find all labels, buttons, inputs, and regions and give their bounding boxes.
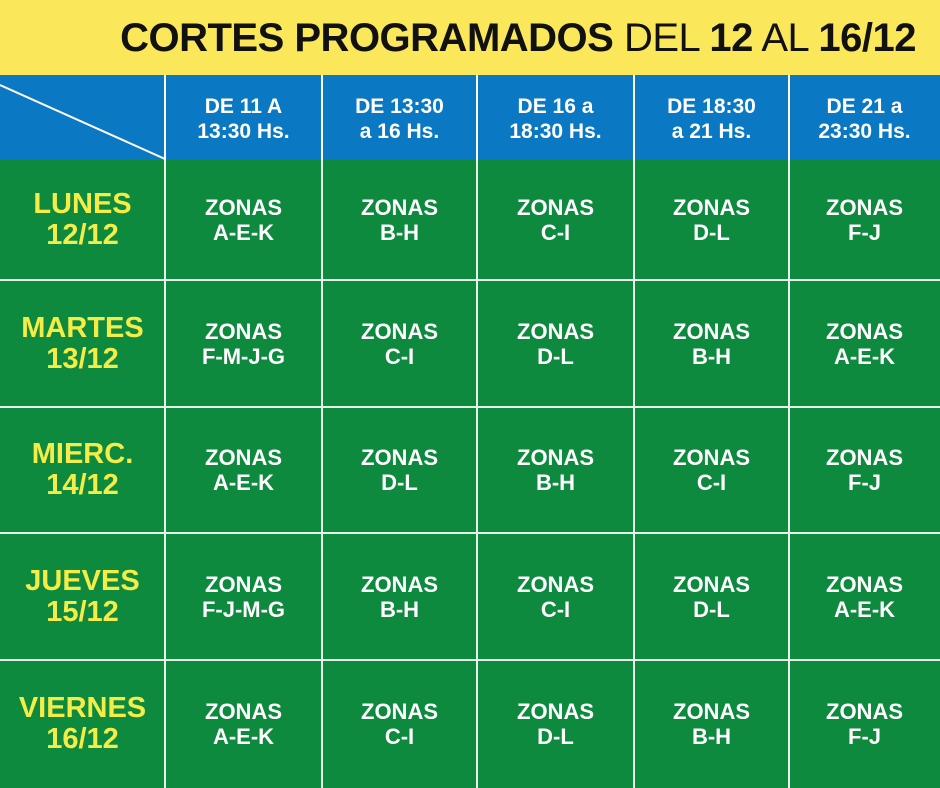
column-divider	[788, 160, 790, 788]
time-slot-header-5: DE 21 a 23:30 Hs.	[818, 94, 911, 143]
corner-diagonal	[0, 84, 165, 160]
zone-cell: ZONAS C-I	[517, 571, 594, 622]
column-divider	[321, 160, 323, 788]
zone-cell: ZONAS B-H	[673, 699, 750, 749]
zone-cell: ZONAS C-I	[517, 195, 594, 245]
title-programados: PROGRAMADOS	[294, 16, 614, 60]
header-divider	[164, 75, 166, 160]
zone-cell: ZONAS F-J	[826, 699, 903, 749]
zone-cell: ZONAS D-L	[517, 699, 594, 749]
day-label: VIERNES 16/12	[18, 692, 147, 755]
column-divider	[164, 160, 166, 788]
header-divider	[476, 75, 478, 160]
zone-cell: ZONAS D-L	[673, 195, 750, 245]
row-divider	[0, 659, 940, 661]
zone-cell: ZONAS A-E-K	[826, 318, 903, 369]
zone-cell: ZONAS A-E-K	[826, 571, 903, 622]
header-divider	[321, 75, 323, 160]
zone-cell: ZONAS B-H	[673, 318, 750, 369]
time-slot-header-3: DE 16 a 18:30 Hs.	[509, 94, 602, 143]
day-label: MARTES 13/12	[21, 311, 144, 375]
day-label: JUEVES 15/12	[25, 564, 140, 628]
zone-cell: ZONAS D-L	[361, 445, 438, 495]
zone-cell: ZONAS A-E-K	[205, 445, 282, 495]
zone-cell: ZONAS C-I	[673, 445, 750, 495]
row-divider	[0, 532, 940, 534]
zone-cell: ZONAS D-L	[517, 318, 594, 369]
zone-cell: ZONAS A-E-K	[205, 195, 282, 245]
zone-cell: ZONAS B-H	[517, 445, 594, 495]
zone-cell: ZONAS F-M-J-G	[201, 318, 286, 369]
page-title: CORTES PROGRAMADOS DEL 12 AL 16/12	[120, 16, 916, 61]
header-divider	[633, 75, 635, 160]
zone-cell: ZONAS F-J-M-G	[201, 571, 286, 622]
time-slot-header-1: DE 11 A 13:30 Hs.	[197, 94, 290, 143]
zone-cell: ZONAS C-I	[361, 699, 438, 749]
column-divider	[633, 160, 635, 788]
header-divider	[788, 75, 790, 160]
zone-cell: ZONAS F-J	[826, 445, 903, 495]
zone-cell: ZONAS D-L	[673, 571, 750, 622]
time-slot-header: DE 11 A 13:30 Hs. DE 13:30 a 16 Hs. DE 16 …	[0, 75, 940, 160]
title-al: AL	[761, 16, 808, 60]
title-end-date: 16/12	[818, 16, 916, 60]
row-divider	[0, 406, 940, 408]
zone-cell: ZONAS C-I	[361, 318, 438, 369]
zone-cell: ZONAS B-H	[361, 571, 438, 622]
title-start-date: 12	[709, 16, 753, 60]
column-divider	[476, 160, 478, 788]
title-bar: CORTES PROGRAMADOS DEL 12 AL 16/12	[0, 0, 940, 75]
zone-cell: ZONAS F-J	[826, 195, 903, 245]
zone-cell: ZONAS A-E-K	[205, 699, 282, 749]
title-del: DEL	[623, 16, 699, 60]
time-slot-header-2: DE 13:30 a 16 Hs.	[355, 94, 444, 143]
day-label: LUNES 12/12	[33, 188, 132, 251]
zone-cell: ZONAS B-H	[361, 195, 438, 245]
row-divider	[0, 279, 940, 281]
title-cortes: CORTES	[120, 16, 284, 60]
day-label: MIERC. 14/12	[31, 438, 134, 501]
time-slot-header-4: DE 18:30 a 21 Hs.	[667, 94, 756, 143]
